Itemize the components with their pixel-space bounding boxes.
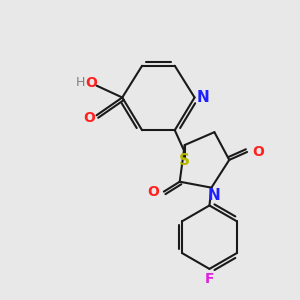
Text: O: O: [85, 76, 98, 90]
Text: O: O: [147, 184, 159, 199]
Text: O: O: [84, 111, 95, 125]
Text: N: N: [196, 90, 209, 105]
Text: O: O: [252, 145, 264, 159]
Text: F: F: [205, 272, 214, 286]
Text: H: H: [76, 76, 85, 89]
Text: N: N: [208, 188, 221, 203]
Text: S: S: [179, 153, 190, 168]
